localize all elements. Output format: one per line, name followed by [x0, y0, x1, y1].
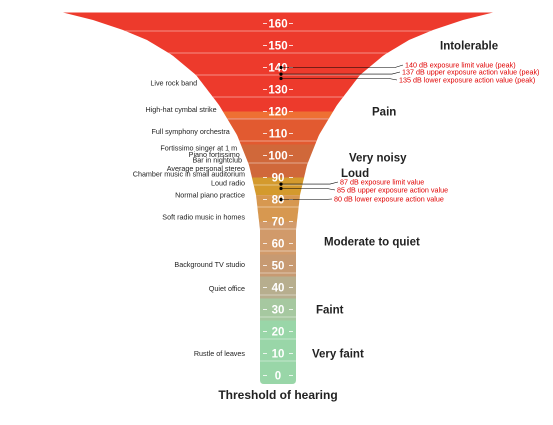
loudness-category-label: Faint	[316, 305, 344, 317]
scale-tick-label: 120	[268, 107, 287, 119]
loudness-category-label: Intolerable	[440, 41, 498, 53]
threshold-label: 137 dB upper exposure action value (peak…	[402, 68, 539, 77]
sound-source-label: Loud radio	[211, 179, 245, 188]
scale-tick-label: 20	[272, 327, 285, 339]
sound-source-label: Rustle of leaves	[194, 349, 246, 358]
sound-source-label: Quiet office	[209, 284, 245, 293]
threshold-of-hearing-label: Threshold of hearing	[218, 388, 337, 402]
sound-source-label: Fortissimo singer at 1 m	[160, 143, 237, 152]
loudness-category-label: Pain	[372, 107, 396, 119]
scale-tick-label: 140	[268, 63, 287, 75]
sound-source-label: Full symphony orchestra	[152, 127, 230, 136]
scale-tick-label: 50	[272, 261, 285, 273]
scale-tick-label: 30	[272, 305, 285, 317]
threshold-connector	[281, 71, 401, 75]
threshold-label: 80 dB lower exposure action value	[334, 195, 444, 204]
threshold-label: 140 dB exposure limit value (peak)	[405, 61, 516, 70]
scale-tick-label: 90	[272, 173, 285, 185]
scale-tick-label: 40	[272, 283, 285, 295]
scale-tick-label: 150	[268, 41, 287, 53]
sound-source-label: Soft radio music in homes	[162, 213, 245, 222]
sound-source-label: Bar in nightclub	[192, 155, 242, 164]
threshold-label: 87 dB exposure limit value	[340, 178, 424, 187]
scale-tick-label: 130	[268, 85, 287, 97]
threshold-connector	[281, 64, 404, 68]
scale-tick-label: 0	[275, 371, 281, 383]
loudness-category-label: Moderate to quiet	[324, 236, 420, 248]
threshold-label: 135 dB lower exposure action value (peak…	[399, 76, 535, 85]
loudness-category-label: Very faint	[312, 349, 364, 361]
threshold-connector	[281, 78, 398, 81]
scale-tick-label: 60	[272, 239, 285, 251]
scale-tick-label: 80	[272, 195, 285, 207]
sound-source-label: Chamber music in small auditorium	[133, 170, 245, 179]
sound-source-label: Piano fortissimo	[189, 150, 240, 159]
loudness-category-label: Very noisy	[349, 153, 407, 165]
funnel-band	[0, 111, 553, 119]
exposure-threshold-annotations: 140 dB exposure limit value (peak)137 dB…	[279, 61, 539, 204]
sound-source-label: High-hat cymbal strike	[145, 105, 216, 114]
threshold-connector	[281, 198, 333, 200]
scale-tick-label: 160	[268, 19, 287, 31]
sound-source-label: Average personal stereo	[167, 164, 245, 173]
sound-source-label: Normal piano practice	[175, 191, 245, 200]
sound-source-labels: Live rock band High-hat cymbal strike Full…	[133, 78, 246, 358]
scale-tick-label: 110	[269, 129, 288, 141]
threshold-connector	[281, 188, 336, 191]
loudness-category-labels: Intolerable Pain Very noisy Loud Moderate to…	[312, 41, 498, 361]
scale-tick-label: 70	[272, 217, 285, 229]
threshold-label: 85 dB upper exposure action value	[337, 186, 448, 195]
threshold-connector	[281, 181, 339, 185]
scale-tick-label: 100	[268, 151, 287, 163]
sound-source-label: Live rock band	[150, 78, 197, 87]
loudness-category-label: Loud	[341, 168, 369, 180]
sound-source-label: Background TV studio	[174, 260, 245, 269]
scale-tick-label: 10	[272, 349, 285, 361]
